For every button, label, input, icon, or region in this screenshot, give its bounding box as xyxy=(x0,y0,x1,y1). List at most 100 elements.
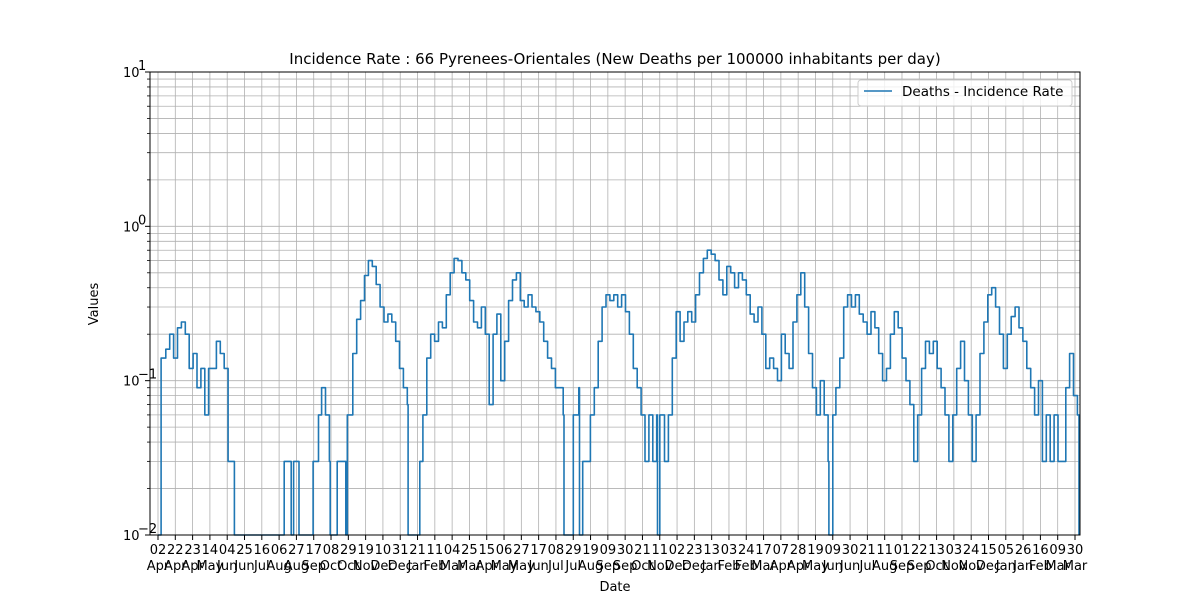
x-tick-day: 01 xyxy=(894,543,911,558)
legend-box xyxy=(857,79,1073,107)
x-tick-month: Feb xyxy=(717,559,740,574)
x-tick-month: Jun xyxy=(216,559,237,574)
x-tick-month: Mar xyxy=(440,559,465,574)
plot-frame xyxy=(149,71,1081,536)
x-tick-day: 28 xyxy=(790,543,807,558)
x-tick-month: Aug xyxy=(872,559,897,574)
x-tick-day: 27 xyxy=(513,543,530,558)
x-tick-day: 11 xyxy=(427,543,444,558)
x-tick-month: Aug xyxy=(266,559,291,574)
x-tick-month: Jun xyxy=(822,559,843,574)
x-tick-month: Oct xyxy=(631,559,653,574)
x-tick-month: Apr xyxy=(147,559,170,574)
x-tick-month: Sep xyxy=(907,559,932,574)
x-tick-month: Oct xyxy=(337,559,359,574)
x-tick-day: 17 xyxy=(530,543,547,558)
x-tick-day: 04 xyxy=(444,543,461,558)
x-tick-day: 06 xyxy=(496,543,513,558)
x-tick-month: Sep xyxy=(596,559,621,574)
x-tick-month: Feb xyxy=(735,559,758,574)
x-tick-day: 07 xyxy=(773,543,790,558)
x-tick-month: Jun xyxy=(233,559,254,574)
x-tick-month: Feb xyxy=(423,559,446,574)
x-tick-day: 17 xyxy=(305,543,322,558)
x-tick-month: Sep xyxy=(890,559,915,574)
x-tick-day: 19 xyxy=(582,543,599,558)
grid xyxy=(150,72,1080,536)
y-tick-label: 10 xyxy=(123,220,140,235)
x-tick-month: Dec xyxy=(370,559,395,574)
x-tick-day: 13 xyxy=(928,543,945,558)
x-tick-day: 14 xyxy=(202,543,219,558)
x-tick-month: Mar xyxy=(751,559,776,574)
x-tick-month: Dec xyxy=(976,559,1001,574)
x-tick-day: 26 xyxy=(1015,543,1032,558)
x-tick-day: 05 xyxy=(998,543,1015,558)
x-tick-day: 24 xyxy=(963,543,980,558)
x-tick-day: 15 xyxy=(980,543,997,558)
x-tick-day: 23 xyxy=(686,543,703,558)
x-tick-month: Jul xyxy=(564,559,581,574)
x-tick-month: Mar xyxy=(457,559,482,574)
chart-title: Incidence Rate : 66 Pyrenees-Orientales … xyxy=(289,50,940,68)
x-tick-month: Jul xyxy=(547,559,564,574)
x-tick-month: Jan xyxy=(995,559,1016,574)
x-tick-day: 23 xyxy=(184,543,201,558)
x-tick-month: Jan xyxy=(407,559,428,574)
x-tick-day: 10 xyxy=(375,543,392,558)
x-tick-day: 16 xyxy=(1032,543,1049,558)
x-tick-day: 03 xyxy=(946,543,963,558)
x-tick-month: Nov xyxy=(647,559,673,574)
x-tick-month: Sep xyxy=(613,559,638,574)
x-tick-month: Apr xyxy=(787,559,810,574)
x-tick-day: 15 xyxy=(478,543,495,558)
x-tick-day: 25 xyxy=(236,543,253,558)
x-tick-month: Aug xyxy=(284,559,309,574)
x-tick-day: 30 xyxy=(1067,543,1084,558)
x-tick-month: Apr xyxy=(181,559,204,574)
x-tick-day: 09 xyxy=(1049,543,1066,558)
y-tick-exponent: −2 xyxy=(138,522,157,537)
x-tick-day: 09 xyxy=(825,543,842,558)
x-tick-day: 06 xyxy=(271,543,288,558)
y-tick-exponent: −1 xyxy=(138,368,157,383)
x-tick-month: Jan xyxy=(1012,559,1033,574)
y-tick-exponent: 1 xyxy=(138,59,146,74)
x-tick-day: 03 xyxy=(721,543,738,558)
legend-entry: Deaths - Incidence Rate xyxy=(902,84,1063,100)
x-tick-month: May xyxy=(196,559,223,574)
x-tick-day: 31 xyxy=(392,543,409,558)
x-tick-day: 21 xyxy=(859,543,876,558)
x-tick-day: 19 xyxy=(357,543,374,558)
x-axis-ticks: 02Apr22Apr23Apr14May04Jun25Jun16Jul06Aug… xyxy=(147,535,1088,574)
x-tick-month: Dec xyxy=(664,559,689,574)
x-tick-day: 25 xyxy=(461,543,478,558)
x-tick-month: Mar xyxy=(1063,559,1088,574)
x-tick-day: 08 xyxy=(323,543,340,558)
y-tick-label: 10 xyxy=(123,529,140,544)
x-tick-day: 29 xyxy=(565,543,582,558)
series-line-deaths-incidence-rate xyxy=(158,249,1080,536)
y-tick-label: 10 xyxy=(123,375,140,390)
x-tick-month: May xyxy=(508,559,535,574)
x-tick-day: 17 xyxy=(755,543,772,558)
x-tick-month: May xyxy=(491,559,518,574)
x-tick-day: 09 xyxy=(600,543,617,558)
x-tick-month: Oct xyxy=(925,559,947,574)
x-tick-day: 11 xyxy=(651,543,668,558)
x-tick-month: Jul xyxy=(859,559,876,574)
x-tick-month: Jun xyxy=(527,559,548,574)
x-tick-day: 19 xyxy=(807,543,824,558)
x-tick-day: 02 xyxy=(150,543,167,558)
x-tick-day: 29 xyxy=(340,543,357,558)
x-tick-day: 27 xyxy=(288,543,305,558)
x-tick-month: Aug xyxy=(578,559,603,574)
x-tick-month: Jan xyxy=(701,559,722,574)
x-tick-month: Feb xyxy=(1029,559,1052,574)
x-tick-day: 16 xyxy=(254,543,271,558)
x-tick-day: 30 xyxy=(617,543,634,558)
legend: Deaths - Incidence Rate xyxy=(857,79,1073,107)
x-tick-month: Nov xyxy=(941,559,967,574)
